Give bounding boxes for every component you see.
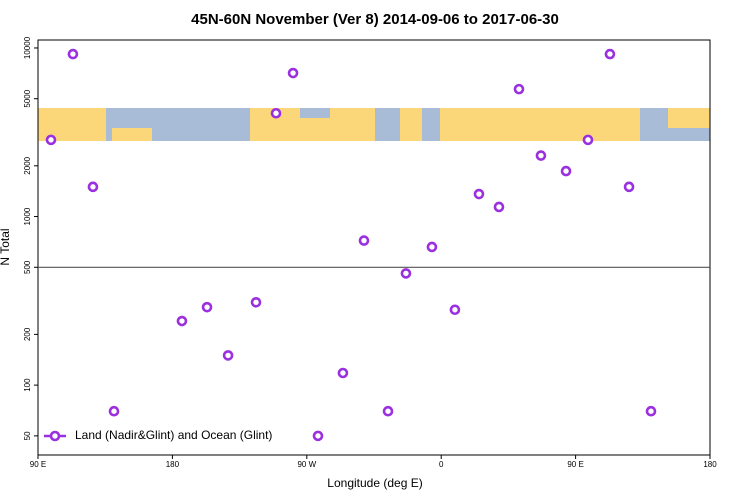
point [312, 430, 324, 442]
point [337, 367, 349, 379]
point [222, 350, 234, 361]
point [535, 150, 547, 161]
point [108, 405, 120, 417]
point [400, 268, 412, 279]
x-tick-label: 180 [166, 460, 180, 469]
point [67, 48, 79, 60]
point [604, 48, 616, 60]
point [45, 134, 57, 146]
land [668, 108, 710, 128]
chart-title: 45N-60N November (Ver 8) 2014-09-06 to 2… [191, 11, 559, 28]
land [112, 128, 152, 141]
point [250, 296, 262, 308]
y-tick-label: 5000 [23, 89, 32, 107]
point [493, 201, 505, 213]
ocean [300, 108, 330, 118]
point [201, 301, 213, 313]
point [623, 181, 635, 193]
point [287, 67, 299, 79]
y-tick-label: 1000 [23, 207, 32, 225]
point [176, 315, 188, 327]
x-tick-label: 0 [439, 460, 444, 469]
ocean [640, 108, 650, 141]
point [382, 405, 394, 417]
point [449, 304, 461, 316]
y-tick-label: 500 [23, 260, 32, 274]
y-tick-label: 50 [23, 431, 32, 440]
point [560, 165, 572, 177]
y-tick-label: 100 [23, 378, 32, 392]
land [440, 108, 650, 141]
plot-frame [37, 39, 711, 456]
point [582, 134, 594, 146]
y-tick-label: 200 [23, 327, 32, 341]
y-axis-label: N Total [0, 228, 12, 265]
legend-marker [49, 430, 61, 442]
land [400, 108, 422, 141]
point [426, 241, 438, 253]
point [645, 405, 657, 417]
x-tick-label: 90 W [297, 460, 316, 469]
x-tick-label: 90 E [567, 460, 583, 469]
point [87, 181, 99, 193]
legend-label: Land (Nadir&Glint) and Ocean (Glint) [75, 428, 272, 442]
point [270, 107, 282, 119]
point [473, 188, 485, 200]
x-axis-label: Longitude (deg E) [327, 476, 422, 490]
y-tick-label: 10000 [23, 36, 32, 59]
y-tick-label: 2000 [23, 156, 32, 174]
x-tick-label: 90 E [30, 460, 46, 469]
point [513, 83, 525, 95]
point [358, 235, 370, 246]
map-band [38, 108, 710, 141]
x-tick-label: 180 [703, 460, 717, 469]
